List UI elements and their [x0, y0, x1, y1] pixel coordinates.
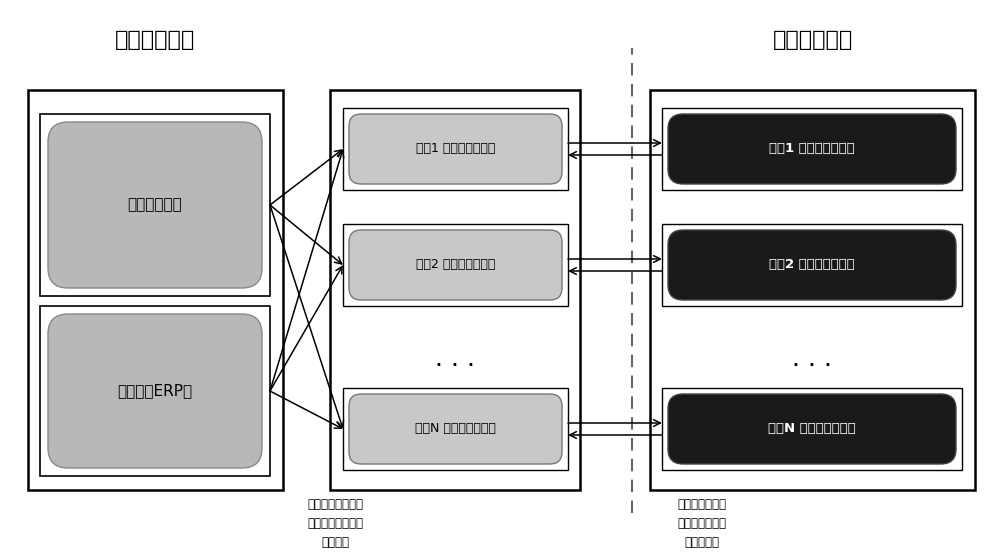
FancyBboxPatch shape: [349, 230, 562, 300]
Text: 企业端与银行部署
的企业前置客户端
交换数据: 企业端与银行部署 的企业前置客户端 交换数据: [307, 498, 363, 549]
Bar: [40, 114, 270, 296]
FancyBboxPatch shape: [349, 394, 562, 464]
Bar: [40, 306, 270, 476]
FancyBboxPatch shape: [349, 114, 562, 184]
Bar: [650, 90, 975, 490]
Bar: [343, 388, 568, 470]
Text: 跨行通、ERP等: 跨行通、ERP等: [117, 383, 193, 398]
Bar: [28, 90, 283, 490]
FancyBboxPatch shape: [48, 314, 262, 468]
Text: 银行N 银行前置服务端: 银行N 银行前置服务端: [768, 422, 856, 435]
FancyBboxPatch shape: [668, 114, 956, 184]
Text: 现金管理系统: 现金管理系统: [128, 198, 182, 213]
Bar: [343, 108, 568, 190]
Bar: [662, 224, 962, 306]
Text: 银行2 银行前置服务端: 银行2 银行前置服务端: [769, 258, 855, 272]
Text: · · ·: · · ·: [435, 354, 475, 378]
FancyBboxPatch shape: [48, 122, 262, 288]
Bar: [343, 224, 568, 306]
Text: 银行N 企业前置客户端: 银行N 企业前置客户端: [415, 422, 496, 435]
Text: 企业前置客户端
与银行前置服务
端交换数据: 企业前置客户端 与银行前置服务 端交换数据: [678, 498, 726, 549]
FancyBboxPatch shape: [668, 230, 956, 300]
Text: 银行1 银行前置服务端: 银行1 银行前置服务端: [769, 142, 855, 156]
FancyBboxPatch shape: [668, 394, 956, 464]
Text: 银行2 企业前置客户端: 银行2 企业前置客户端: [416, 258, 495, 272]
Bar: [662, 108, 962, 190]
Bar: [330, 90, 580, 490]
Text: 企业内部系统: 企业内部系统: [115, 30, 196, 50]
Bar: [662, 388, 962, 470]
Text: 银行1 企业前置客户端: 银行1 企业前置客户端: [416, 142, 495, 156]
Text: · · ·: · · ·: [792, 354, 832, 378]
Text: 银行内部系统: 银行内部系统: [772, 30, 853, 50]
